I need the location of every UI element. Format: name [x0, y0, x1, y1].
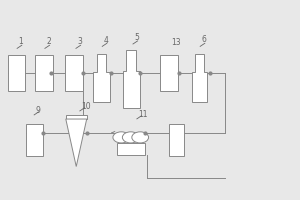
Text: 1: 1 [19, 37, 23, 46]
Polygon shape [192, 54, 207, 102]
Polygon shape [122, 50, 140, 108]
Text: 3: 3 [78, 37, 82, 46]
Bar [8, 55, 25, 91]
Text: 10: 10 [81, 102, 91, 111]
Polygon shape [66, 119, 87, 167]
Text: 4: 4 [104, 36, 109, 45]
Text: 11: 11 [139, 110, 148, 119]
Bar [26, 124, 43, 156]
Bar [66, 115, 87, 119]
Text: 6: 6 [201, 35, 206, 44]
Bar [160, 55, 178, 91]
Bar [65, 55, 83, 91]
Bar [117, 143, 145, 155]
Circle shape [113, 132, 130, 143]
Bar [35, 55, 53, 91]
Text: 2: 2 [47, 37, 52, 46]
Text: 9: 9 [36, 106, 41, 115]
Circle shape [132, 132, 148, 143]
Text: 13: 13 [171, 38, 181, 47]
Text: 5: 5 [134, 33, 139, 42]
Circle shape [122, 132, 139, 143]
Bar [169, 124, 184, 156]
Polygon shape [93, 54, 110, 102]
